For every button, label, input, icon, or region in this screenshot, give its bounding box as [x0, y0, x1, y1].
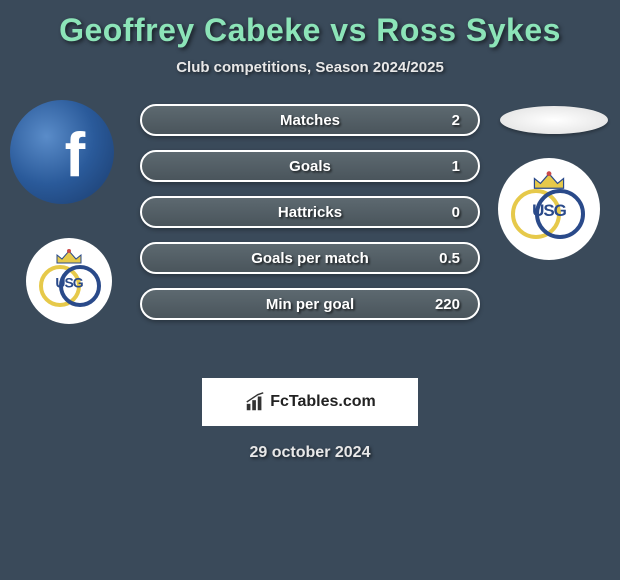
stat-label: Hattricks: [278, 204, 342, 221]
stat-value: 220: [435, 296, 460, 313]
player-avatar-right: [500, 106, 608, 134]
stats-area: f USG USG Matches 2: [0, 104, 620, 364]
club-badge-right: USG: [498, 158, 600, 260]
watermark: FcTables.com: [202, 378, 418, 426]
facebook-icon: f: [65, 120, 86, 191]
watermark-text: FcTables.com: [270, 393, 376, 411]
stat-bar: Matches 2: [140, 104, 480, 136]
stat-value: 1: [452, 158, 460, 175]
stat-bar: Min per goal 220: [140, 288, 480, 320]
stat-value: 0: [452, 204, 460, 221]
page-title: Geoffrey Cabeke vs Ross Sykes: [0, 0, 620, 49]
stat-bars: Matches 2 Goals 1 Hattricks 0 Goals per …: [140, 104, 480, 334]
stat-bar: Goals 1: [140, 150, 480, 182]
date: 29 october 2024: [0, 444, 620, 462]
club-badge-text: USG: [55, 275, 82, 291]
player-avatar-left: f: [10, 100, 114, 204]
crown-icon: [532, 171, 566, 191]
stat-bar: Hattricks 0: [140, 196, 480, 228]
club-badge-left: USG: [26, 238, 112, 324]
stat-value: 2: [452, 112, 460, 129]
stat-label: Matches: [280, 112, 340, 129]
stat-bar: Goals per match 0.5: [140, 242, 480, 274]
chart-icon: [244, 391, 266, 413]
stat-label: Goals: [289, 158, 331, 175]
subtitle: Club competitions, Season 2024/2025: [0, 59, 620, 76]
stat-value: 0.5: [439, 250, 460, 267]
stat-label: Min per goal: [266, 296, 354, 313]
crown-icon: [55, 249, 83, 265]
stat-label: Goals per match: [251, 250, 369, 267]
club-badge-text: USG: [532, 201, 566, 221]
